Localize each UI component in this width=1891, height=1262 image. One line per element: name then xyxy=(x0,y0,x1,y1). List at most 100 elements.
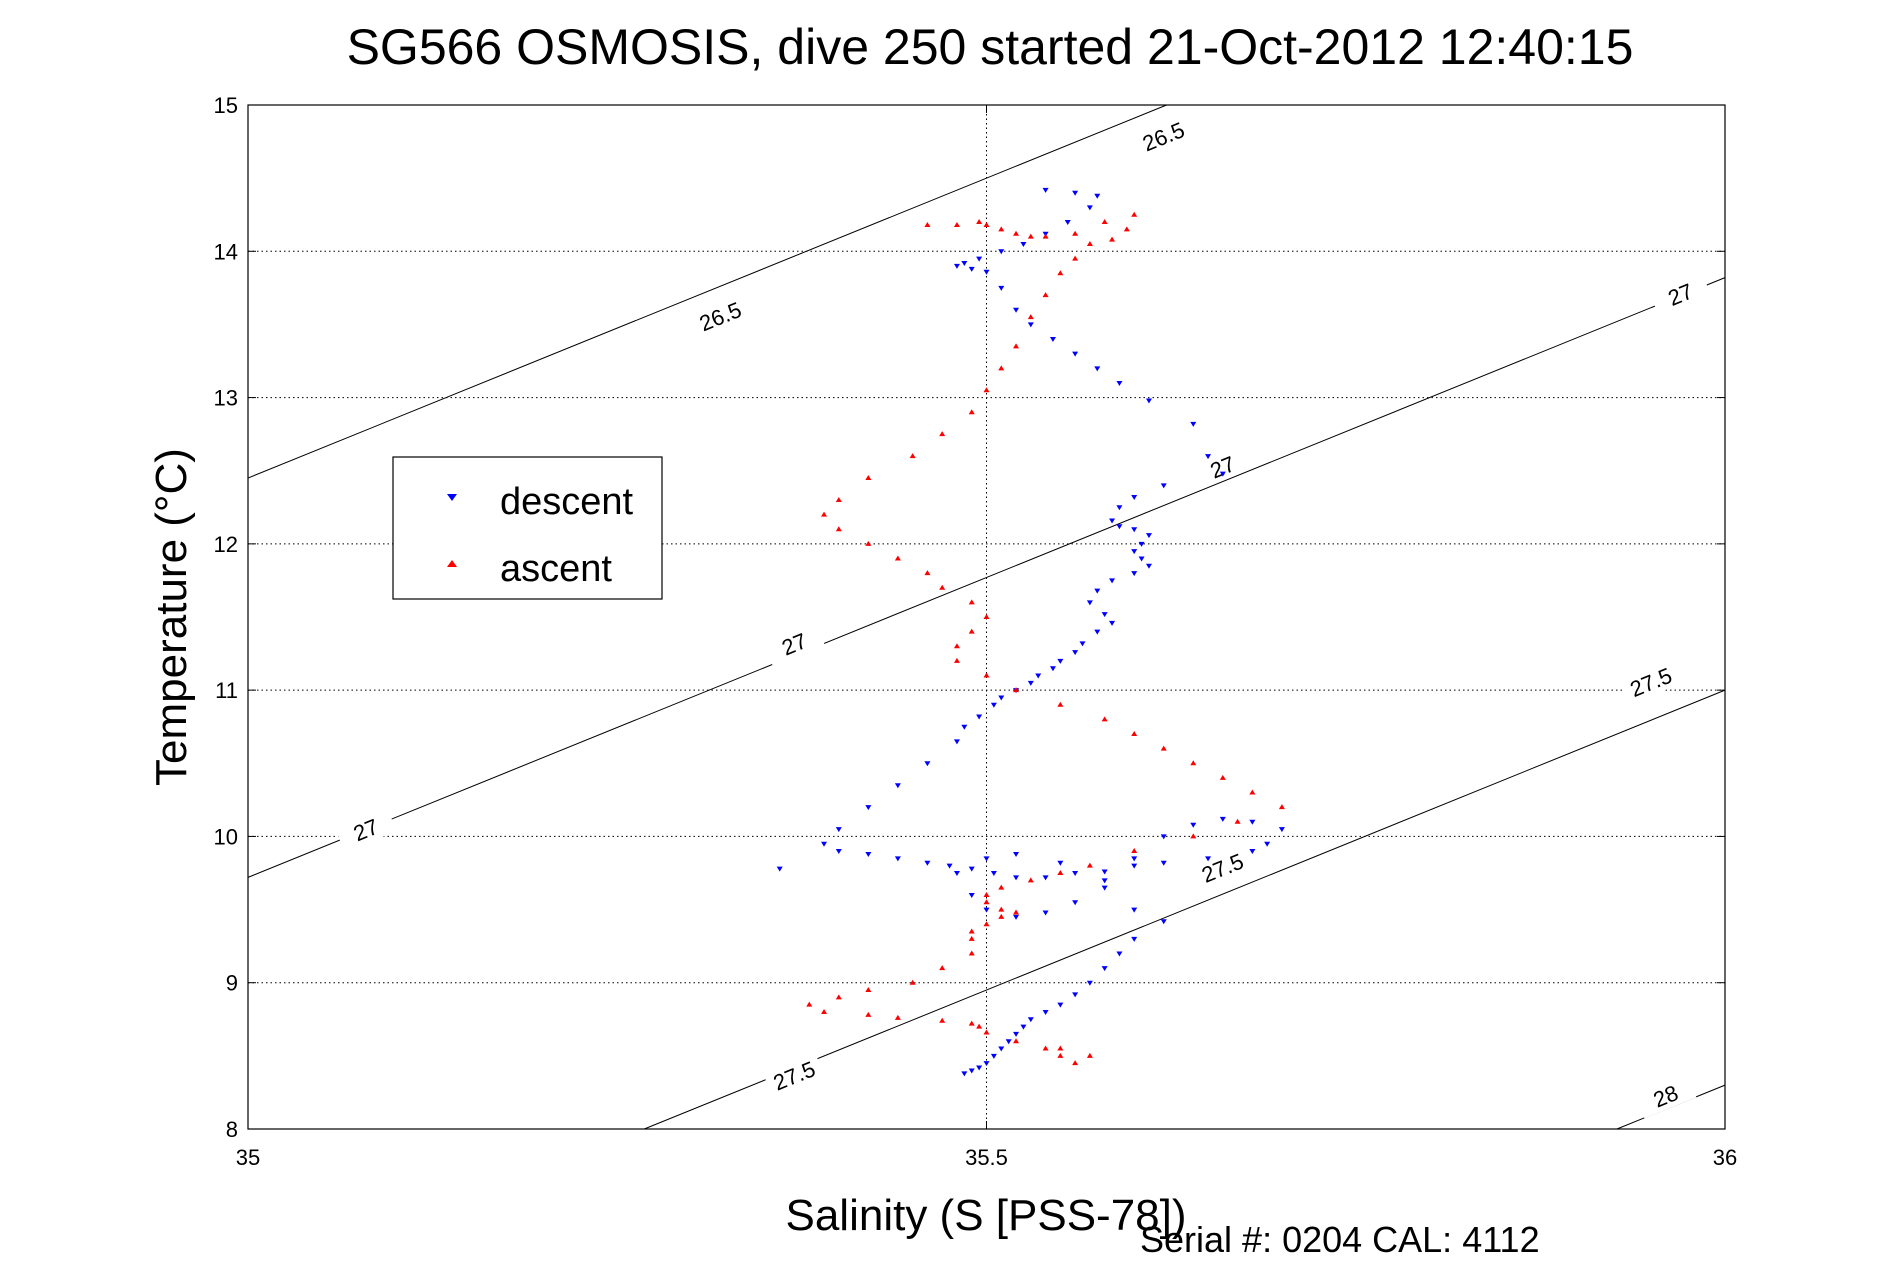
descent-point xyxy=(1042,875,1049,881)
descent-point xyxy=(924,761,931,767)
ascent-point xyxy=(939,1017,946,1023)
descent-point xyxy=(976,256,983,262)
ascent-point xyxy=(1042,233,1049,239)
ascent-point xyxy=(924,221,931,227)
ascent-point xyxy=(983,1029,990,1035)
descent-point xyxy=(1035,673,1042,679)
ascent-point xyxy=(976,219,983,225)
contour-label: 26.5 xyxy=(1139,117,1188,156)
contour-label-bg xyxy=(1191,444,1254,490)
ascent-point xyxy=(835,994,842,1000)
ascent-point xyxy=(1086,862,1093,868)
ascent-point xyxy=(983,891,990,897)
ascent-point xyxy=(1072,230,1079,236)
ascent-point xyxy=(983,387,990,393)
descent-point xyxy=(1249,849,1256,855)
descent-point xyxy=(1094,588,1101,594)
descent-point xyxy=(998,695,1005,701)
descent-point xyxy=(1219,471,1226,477)
contour-label-bg xyxy=(763,621,825,667)
descent-point xyxy=(1131,856,1138,862)
series-ascent xyxy=(806,211,1285,1066)
legend-box xyxy=(392,456,663,600)
descent-point xyxy=(1131,907,1138,913)
x-tick-label: 36 xyxy=(1713,1145,1737,1170)
descent-point xyxy=(961,260,968,266)
y-tick-label: 14 xyxy=(214,239,238,264)
descent-point xyxy=(821,841,828,847)
ascent-point xyxy=(835,496,842,502)
descent-point xyxy=(1057,1002,1064,1008)
descent-point xyxy=(1145,398,1152,404)
descent-point xyxy=(1013,851,1020,857)
ascent-point xyxy=(1057,1052,1064,1058)
ascent-point xyxy=(821,1008,828,1014)
descent-point xyxy=(1064,220,1071,226)
descent-point xyxy=(1131,936,1138,942)
ascent-point xyxy=(909,979,916,985)
y-tick-label: 15 xyxy=(214,93,238,118)
ascent-point xyxy=(1086,1052,1093,1058)
ascent-point xyxy=(968,628,975,634)
contour-label: 26.5 xyxy=(696,297,745,336)
ascent-point xyxy=(983,221,990,227)
ascent-point xyxy=(909,453,916,459)
y-tick-label: 9 xyxy=(226,971,238,996)
y-tick-label: 13 xyxy=(214,386,238,411)
ascent-point xyxy=(953,221,960,227)
ascent-point xyxy=(1190,833,1197,839)
descent-point xyxy=(1020,241,1027,247)
ascent-point xyxy=(806,1001,813,1007)
descent-point xyxy=(1101,878,1108,884)
descent-point xyxy=(1072,190,1079,196)
descent-point xyxy=(1049,337,1056,343)
descent-point xyxy=(1138,556,1145,562)
legend: descent ascent xyxy=(392,456,663,600)
ascent-point xyxy=(968,935,975,941)
descent-point xyxy=(976,1065,983,1071)
descent-point xyxy=(998,1046,1005,1052)
y-tick-label: 8 xyxy=(226,1117,238,1142)
contour-label: 27.5 xyxy=(1626,663,1675,702)
y-tick-label: 11 xyxy=(215,678,238,703)
descent-point xyxy=(1219,816,1226,822)
descent-point xyxy=(1205,856,1212,862)
isopycnal-line xyxy=(247,277,1726,878)
data-points xyxy=(776,187,1285,1077)
descent-point xyxy=(1160,834,1167,840)
ascent-point xyxy=(998,884,1005,890)
ascent-point xyxy=(1072,255,1079,261)
descent-point xyxy=(1264,841,1271,847)
ascent-point xyxy=(1219,774,1226,780)
axis-ticks: 35 35.5 36 8 9 10 11 12 13 14 15 xyxy=(214,93,1738,1170)
x-tick-label: 35 xyxy=(236,1145,260,1170)
ascent-point xyxy=(865,987,872,993)
isopycnal-line xyxy=(247,104,1167,479)
descent-point xyxy=(1042,187,1049,193)
series-descent xyxy=(776,187,1285,1077)
descent-point xyxy=(924,860,931,866)
descent-point xyxy=(983,856,990,862)
legend-label-ascent: ascent xyxy=(500,548,612,590)
ascent-point xyxy=(1013,230,1020,236)
contour-label-bg xyxy=(1634,1073,1697,1119)
descent-point xyxy=(983,907,990,913)
descent-point xyxy=(1145,533,1152,539)
descent-point xyxy=(1094,629,1101,635)
descent-point xyxy=(1086,205,1093,211)
ascent-point xyxy=(924,570,931,576)
descent-point xyxy=(1013,914,1020,920)
contour-label: 27.5 xyxy=(770,1056,819,1095)
descent-point xyxy=(1116,524,1123,530)
ascent-point xyxy=(968,928,975,934)
grid-lines xyxy=(248,105,1725,1129)
descent-point xyxy=(1160,483,1167,489)
descent-point xyxy=(968,266,975,272)
ascent-point xyxy=(1013,1038,1020,1044)
descent-point xyxy=(1094,193,1101,199)
descent-point xyxy=(865,805,872,811)
descent-point xyxy=(865,851,872,857)
y-axis-label: Temperature (°C) xyxy=(147,448,196,786)
ascent-point xyxy=(1160,745,1167,751)
